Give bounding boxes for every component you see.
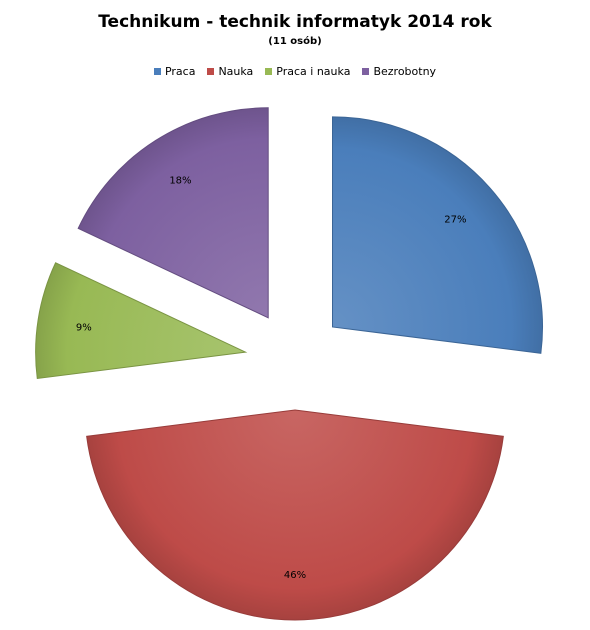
legend-swatch-nauka bbox=[207, 68, 215, 75]
legend-swatch-praca-i-nauka bbox=[265, 68, 273, 75]
legend-swatch-praca bbox=[153, 68, 161, 75]
legend-item-bezrobotny: Bezrobotny bbox=[362, 65, 436, 78]
pie-slice-nauka bbox=[86, 409, 504, 621]
legend-item-nauka: Nauka bbox=[207, 65, 253, 78]
data-label-nauka: 46% bbox=[284, 570, 306, 581]
pie-slice-praca bbox=[332, 116, 543, 354]
legend-item-praca: Praca bbox=[153, 65, 196, 78]
legend-item-praca-i-nauka: Praca i nauka bbox=[265, 65, 350, 78]
data-label-bezrobotny: 18% bbox=[169, 175, 191, 186]
legend-swatch-bezrobotny bbox=[362, 68, 370, 75]
legend-label-nauka: Nauka bbox=[218, 65, 254, 78]
data-label-praca-i-nauka: 9% bbox=[76, 323, 92, 334]
pie-labels: 27% 46% 9% 18% bbox=[76, 175, 467, 580]
chart-title: Technikum - technik informatyk 2014 rok bbox=[98, 12, 492, 32]
pie-slices bbox=[35, 107, 543, 621]
chart-subtitle: (11 osób) bbox=[268, 36, 322, 47]
pie-slice-bezrobotny bbox=[77, 107, 269, 319]
data-label-praca: 27% bbox=[444, 215, 466, 226]
legend-label-bezrobotny: Bezrobotny bbox=[373, 65, 437, 78]
legend: Praca Nauka Praca i nauka Bezrobotny bbox=[0, 65, 590, 78]
pie-slice-praca-i-nauka bbox=[35, 262, 248, 380]
legend-label-praca: Praca bbox=[164, 65, 196, 78]
legend-label-praca-i-nauka: Praca i nauka bbox=[276, 65, 351, 78]
